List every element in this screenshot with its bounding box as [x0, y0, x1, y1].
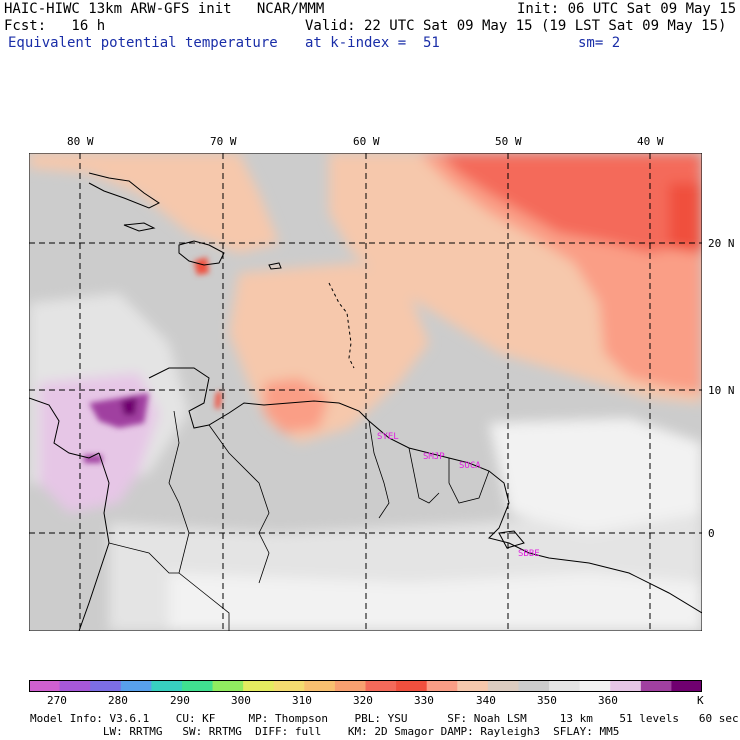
lat-lon-grid — [29, 153, 702, 631]
colorbar-swatch — [151, 680, 183, 692]
lat-label-10n: 10 N — [708, 384, 735, 397]
station-label: SMJP — [423, 452, 445, 462]
colorbar-swatch — [426, 680, 458, 692]
lon-label-40w: 40 W — [637, 135, 664, 148]
colorbar-swatch — [487, 680, 519, 692]
field-region-365-370k-patch — [84, 455, 102, 463]
field-name: Equivalent potential temperature — [8, 35, 278, 51]
lon-label-80w: 80 W — [67, 135, 94, 148]
colorbar-swatch — [365, 680, 397, 692]
colorbar-swatch — [579, 680, 611, 692]
colorbar-swatch — [120, 680, 152, 692]
venezuela-border — [208, 424, 270, 584]
borders — [108, 410, 490, 631]
colorbar-label: 300 — [231, 694, 251, 707]
colorbar-label: 290 — [170, 694, 190, 707]
coastlines — [29, 172, 702, 631]
model-info-line2: LW: RRTMG SW: RRTMG DIFF: full KM: 2D Sm… — [30, 725, 620, 738]
colorbar-label: 280 — [108, 694, 128, 707]
field-region-335-340k-inland — [264, 378, 329, 433]
colorbar-swatch — [610, 680, 642, 692]
field-region-330-335k — [439, 153, 702, 253]
colorbar-unit: K — [697, 694, 704, 707]
french-guiana-border — [448, 458, 490, 504]
colorbar-swatch — [334, 680, 366, 692]
lat-label-20n: 20 N — [708, 237, 735, 250]
colorbar — [29, 680, 702, 692]
init-time: Init: 06 UTC Sat 09 May 15 — [517, 1, 737, 17]
colorbar-label: 320 — [353, 694, 373, 707]
colorbar-swatch — [181, 680, 214, 692]
colorbar-swatch — [640, 680, 672, 692]
title-line: HAIC-HIWC 13km ARW-GFS init NCAR/MMM — [4, 1, 325, 17]
colorbar-swatch — [212, 680, 244, 692]
lon-label-60w: 60 W — [353, 135, 380, 148]
colorbar-swatch — [59, 680, 91, 692]
station-label: SYEL — [377, 432, 399, 442]
colorbar-swatch — [29, 680, 61, 692]
suriname-border — [408, 447, 440, 504]
field-region-360k-south-atlantic — [489, 418, 702, 533]
field-region-370k-core — [121, 397, 137, 415]
colombia-border — [168, 410, 230, 631]
forecast-hour: Fcst: 16 h — [4, 18, 106, 34]
guyana-border — [368, 420, 390, 519]
puerto-rico-coast — [268, 262, 282, 270]
cuba-coast — [88, 172, 160, 209]
colorbar-frame — [29, 680, 702, 692]
panama-coast — [29, 397, 100, 459]
guianas-brazil-coast — [368, 420, 702, 614]
field-region-330k-hispaniola — [194, 257, 209, 275]
north-sa-coast — [148, 367, 370, 429]
marajo-island — [498, 530, 525, 549]
lon-label-50w: 50 W — [495, 135, 522, 148]
station-label: SBBE — [518, 549, 540, 559]
colorbar-label: 330 — [414, 694, 434, 707]
colorbar-label: 360 — [598, 694, 618, 707]
lon-label-70w: 70 W — [210, 135, 237, 148]
colorbar-swatch — [90, 680, 122, 692]
theta-e-extremes — [84, 257, 222, 463]
model-info-line1: Model Info: V3.6.1 CU: KF MP: Thompson P… — [30, 712, 739, 725]
colorbar-swatch — [396, 680, 428, 692]
colorbar-swatch — [304, 680, 336, 692]
colorbar-label: 340 — [476, 694, 496, 707]
valid-time: Valid: 22 UTC Sat 09 May 15 (19 LST Sat … — [305, 18, 727, 34]
colorbar-swatch — [273, 680, 305, 692]
field-region-330k-lake — [215, 391, 222, 409]
station-label: SOCA — [459, 461, 481, 471]
map-panel — [29, 153, 702, 631]
colorbar-swatch — [243, 680, 275, 692]
colorbar-label: 310 — [292, 694, 312, 707]
ecuador-border — [108, 542, 179, 574]
smoothing: sm= 2 — [578, 35, 621, 51]
hispaniola-coast — [178, 240, 225, 266]
theta-e-field — [29, 153, 702, 631]
lesser-antilles — [328, 282, 355, 369]
jamaica-coast — [123, 222, 156, 232]
lat-label-0: 0 — [708, 527, 715, 540]
model-level: at k-index = 51 — [305, 35, 440, 51]
field-region-330k-core — [669, 183, 702, 253]
colorbar-swatch — [671, 680, 702, 692]
colorbar-label: 270 — [47, 694, 67, 707]
colorbar-swatch — [549, 680, 581, 692]
colorbar-swatch — [457, 680, 489, 692]
field-region-340-345k-caribbean — [29, 153, 279, 253]
field-region-360k-amazon — [169, 573, 702, 631]
colorbar-swatch — [518, 680, 550, 692]
colorbar-label: 350 — [537, 694, 557, 707]
